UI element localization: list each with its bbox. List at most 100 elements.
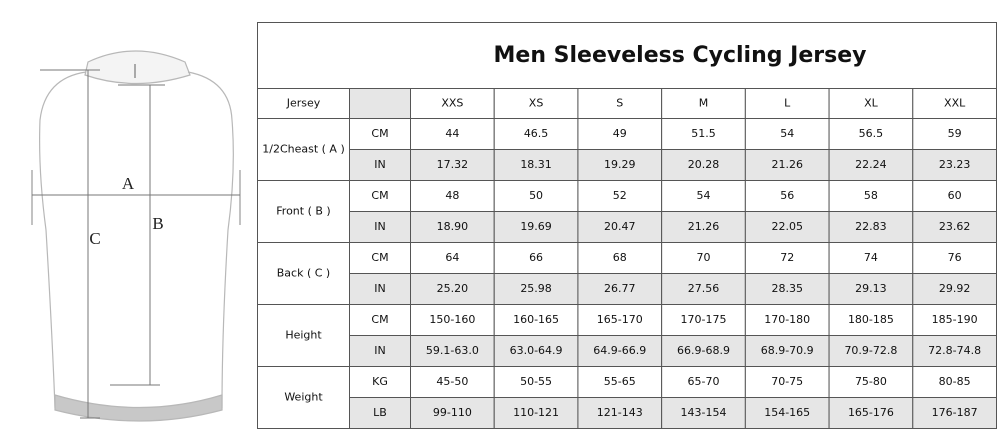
unit-cell — [349, 397, 411, 429]
value-cell — [912, 366, 997, 398]
value-text: 72.8-74.8 — [928, 344, 981, 357]
value-cell — [577, 242, 663, 274]
size-label: M — [699, 97, 709, 110]
value-text: 22.05 — [771, 220, 803, 233]
value-cell — [828, 335, 914, 367]
value-text: 64.9-66.9 — [593, 344, 646, 357]
value-text: 58 — [864, 189, 878, 202]
value-text: 121-143 — [597, 406, 643, 419]
jersey-diagram — [31, 50, 241, 422]
unit-cell — [349, 149, 411, 181]
value-cell — [410, 366, 495, 398]
group-cell — [257, 180, 350, 243]
value-cell — [828, 149, 914, 181]
value-text: 150-160 — [429, 313, 475, 326]
value-text: 72 — [780, 251, 794, 264]
value-text: 26.77 — [604, 282, 636, 295]
value-text: 76 — [948, 251, 962, 264]
value-cell — [744, 118, 830, 150]
value-cell — [661, 242, 746, 274]
group-cell — [257, 118, 350, 181]
value-text: 154-165 — [764, 406, 810, 419]
value-text: 27.56 — [688, 282, 720, 295]
value-cell — [577, 335, 663, 367]
value-cell — [493, 397, 579, 429]
value-cell — [661, 366, 746, 398]
unit-label: IN — [374, 282, 385, 295]
value-text: 56.5 — [859, 127, 884, 140]
value-text: 165-170 — [597, 313, 643, 326]
value-cell — [410, 149, 495, 181]
unit-cell — [349, 273, 411, 305]
value-text: 21.26 — [688, 220, 720, 233]
value-text: 66 — [529, 251, 543, 264]
value-text: 165-176 — [848, 406, 894, 419]
value-cell — [577, 304, 663, 336]
unit-label: CM — [371, 251, 388, 264]
value-cell — [744, 211, 830, 243]
size-label: XS — [529, 97, 544, 110]
group-label: Back ( C ) — [277, 267, 330, 280]
value-cell — [744, 304, 830, 336]
value-cell — [912, 273, 997, 305]
value-text: 70-75 — [771, 375, 803, 388]
value-text: 68.9-70.9 — [761, 344, 814, 357]
value-cell — [577, 149, 663, 181]
label-a: A — [122, 174, 135, 193]
value-text: 55-65 — [604, 375, 636, 388]
group-label: Height — [285, 329, 322, 342]
value-text: 64 — [445, 251, 459, 264]
header-cell — [744, 88, 830, 119]
unit-label: KG — [372, 375, 388, 388]
size-label: XXL — [944, 97, 966, 110]
value-text: 19.69 — [520, 220, 552, 233]
unit-label: IN — [374, 220, 385, 233]
value-text: 176-187 — [932, 406, 978, 419]
group-label: Front ( B ) — [276, 205, 330, 218]
value-cell — [912, 242, 997, 274]
value-text: 63.0-64.9 — [510, 344, 563, 357]
value-cell — [912, 397, 997, 429]
value-text: 80-85 — [939, 375, 971, 388]
size-label: XL — [864, 97, 879, 110]
value-text: 170-180 — [764, 313, 810, 326]
value-cell — [828, 118, 914, 150]
value-text: 18.31 — [520, 158, 552, 171]
value-text: 44 — [445, 127, 459, 140]
value-text: 143-154 — [681, 406, 727, 419]
value-cell — [912, 335, 997, 367]
header-cell — [349, 88, 411, 119]
value-cell — [744, 335, 830, 367]
value-text: 25.20 — [437, 282, 469, 295]
value-text: 59 — [948, 127, 962, 140]
group-cell — [257, 366, 350, 429]
value-text: 66.9-68.9 — [677, 344, 730, 357]
value-text: 23.23 — [939, 158, 971, 171]
header-label: Jersey — [286, 97, 321, 110]
value-cell — [912, 118, 997, 150]
value-text: 22.83 — [855, 220, 887, 233]
unit-label: CM — [371, 127, 388, 140]
value-text: 180-185 — [848, 313, 894, 326]
value-cell — [493, 335, 579, 367]
value-cell — [828, 211, 914, 243]
header-cell — [577, 88, 663, 119]
value-cell — [912, 180, 997, 212]
value-text: 50 — [529, 189, 543, 202]
value-text: 19.29 — [604, 158, 636, 171]
value-cell — [744, 242, 830, 274]
value-text: 60 — [948, 189, 962, 202]
value-text: 74 — [864, 251, 878, 264]
value-text: 170-175 — [681, 313, 727, 326]
value-text: 23.62 — [939, 220, 971, 233]
value-text: 18.90 — [437, 220, 469, 233]
value-cell — [410, 397, 495, 429]
unit-cell — [349, 118, 411, 150]
value-text: 29.92 — [939, 282, 971, 295]
value-text: 110-121 — [513, 406, 559, 419]
value-cell — [410, 180, 495, 212]
unit-label: CM — [371, 313, 388, 326]
value-text: 54 — [697, 189, 711, 202]
value-text: 48 — [445, 189, 459, 202]
value-cell — [410, 273, 495, 305]
